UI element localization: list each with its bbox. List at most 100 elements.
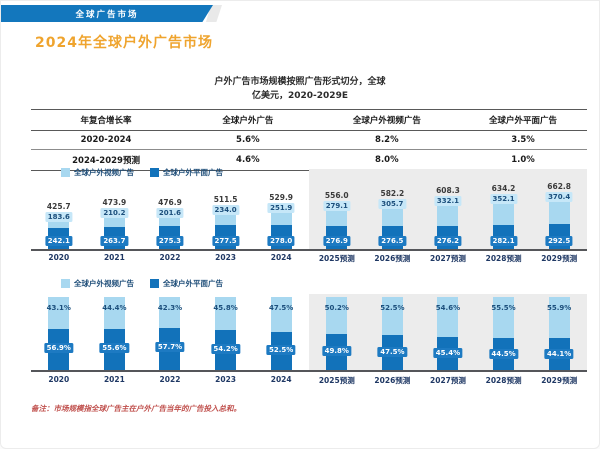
bar-segment-label: 352.1	[489, 194, 518, 205]
bar-group: 43.1% 56.9%	[31, 297, 87, 370]
bar-total-label: 582.2	[380, 188, 405, 198]
bar-segment-video: 43.1%	[47, 297, 71, 329]
bar-segment-label: 57.7%	[155, 342, 185, 353]
bar-segment-video: 44.4%	[102, 297, 127, 330]
table-cell: 8.2%	[314, 130, 460, 150]
x-axis-label: 2024	[270, 253, 292, 262]
bar-segment-print: 282.1	[489, 225, 518, 249]
bar-segment-print: 292.5	[545, 224, 573, 249]
bar-segment-label: 52.5%	[266, 344, 296, 355]
bar-group: 662.8 370.4 292.5	[531, 179, 587, 249]
bar-segment-label: 275.3	[156, 235, 184, 246]
section-banner: 全球广告市场	[1, 5, 213, 22]
section-banner-label: 全球广告市场	[75, 9, 139, 20]
market-size-chart: 425.7 183.6 242.1 473.9 210.2 263.7 476.9 201.6…	[31, 169, 587, 251]
table-header-cell: 全球户外平面广告	[459, 109, 587, 131]
bar-segment-print: 52.5%	[266, 331, 296, 370]
x-axis-label: 2025预测	[318, 376, 355, 385]
chart1-legend: 全球户外视频广告 全球户外平面广告	[61, 167, 223, 178]
bar-segment-print: 56.9%	[44, 328, 74, 370]
bar-segment-video: 47.5%	[269, 297, 293, 332]
bar-segment-print: 55.6%	[99, 329, 130, 370]
table-header-cell: 全球户外视频广告	[314, 109, 460, 131]
cagr-table: 年复合增长率 全球户外广告 全球户外视频广告 全球户外平面广告 2020-202…	[31, 109, 587, 171]
print-series-swatch-icon	[150, 168, 159, 177]
bar-segment-label: 276.9	[323, 235, 351, 246]
x-axis-label: 2022	[159, 253, 181, 262]
bar-group: 42.3% 57.7%	[142, 297, 198, 370]
bar-segment-video: 210.2	[100, 207, 128, 227]
bar-segment-video: 332.1	[434, 196, 462, 226]
bar-group: 45.8% 54.2%	[198, 297, 254, 370]
table-cell: 1.0%	[459, 149, 587, 171]
market-size-chart-x-axis: 2020 2021 2022 2023 2024 2025预测 2026预测 2027预测 20…	[31, 253, 587, 264]
bar-segment-print: 47.5%	[377, 335, 408, 370]
legend-label: 全球户外平面广告	[163, 168, 223, 177]
chart2-legend: 全球户外视频广告 全球户外平面广告	[61, 278, 223, 289]
table-cell: 5.6%	[181, 130, 315, 150]
bar-segment-video: 279.1	[323, 200, 351, 226]
bar-segment-print: 263.7	[100, 226, 128, 249]
bar-segment-label: 44.5%	[488, 348, 519, 359]
bar-segment-video: 201.6	[156, 207, 184, 226]
x-axis-label: 2026预测	[374, 376, 411, 385]
x-axis-label: 2029预测	[541, 376, 578, 385]
table-cell: 3.5%	[459, 130, 587, 150]
bar-segment-label: 251.9	[267, 203, 295, 214]
bar-segment-label: 263.7	[100, 235, 128, 246]
x-axis-label: 2022	[159, 375, 181, 384]
table-cell: 2020-2024	[31, 130, 182, 150]
x-axis-label: 2026预测	[374, 254, 411, 263]
bar-total-label: 662.8	[547, 181, 571, 191]
bar-segment-video: 52.5%	[380, 297, 405, 336]
bar-segment-label: 49.8%	[322, 345, 352, 357]
bar-segment-label: 279.1	[323, 200, 351, 211]
bar-total-label: 634.2	[491, 184, 516, 194]
table-header-cell: 年复合增长率	[31, 109, 182, 131]
legend-label: 全球户外视频广告	[74, 168, 134, 177]
table-cell: 2024-2029预测	[31, 149, 182, 171]
bar-segment-video: 370.4	[545, 191, 573, 225]
bar-group: 55.5% 44.5%	[476, 297, 532, 370]
bar-group: 52.5% 47.5%	[365, 297, 421, 370]
bar-segment-label: 277.5	[212, 235, 240, 246]
bar-group: 556.0 279.1 276.9	[309, 179, 365, 249]
bar-group: 511.5 234.0 277.5	[198, 179, 254, 249]
bar-segment-print: 44.1%	[544, 337, 574, 370]
table-cell: 8.0%	[314, 149, 460, 171]
bar-group: 529.9 251.9 278.0	[253, 179, 309, 249]
chart-subtitle: 户外广告市场规模按照广告形式切分，全球 亿美元，2020-2029E	[1, 75, 599, 104]
bar-total-label: 473.9	[102, 197, 127, 207]
page-title: 2024年全球户外广告市场	[35, 35, 213, 51]
bar-segment-label: 44.4%	[102, 304, 127, 313]
bar-segment-print: 277.5	[212, 225, 240, 249]
x-axis-label: 2021	[103, 375, 125, 384]
bar-segment-video: 234.0	[212, 204, 240, 226]
bar-segment-label: 45.4%	[433, 348, 463, 359]
table-header-row: 年复合增长率 全球户外广告 全球户外视频广告 全球户外平面广告	[31, 109, 587, 131]
bar-segment-video: 352.1	[489, 194, 518, 225]
bar-segment-print: 278.0	[267, 225, 295, 249]
bar-segment-video: 50.2%	[325, 297, 349, 334]
table-header-cell: 全球户外广告	[181, 109, 315, 131]
bar-segment-label: 276.5	[378, 235, 406, 246]
bar-group: 473.9 210.2 263.7	[87, 179, 143, 249]
bar-group: 425.7 183.6 242.1	[31, 179, 87, 249]
bar-segment-video: 42.3%	[158, 297, 182, 328]
bar-segment-label: 44.1%	[544, 348, 574, 359]
bar-total-label: 529.9	[269, 193, 294, 203]
x-axis-label: 2028预测	[485, 254, 522, 263]
legend-item-print: 全球户外平面广告	[150, 167, 223, 178]
bar-group: 50.2% 49.8%	[309, 297, 365, 370]
bar-segment-print: 275.3	[156, 225, 184, 249]
x-axis-label: 2024	[270, 375, 292, 384]
bar-segment-video: 55.9%	[547, 297, 571, 338]
video-series-swatch-icon	[61, 279, 70, 288]
bar-group: 55.9% 44.1%	[531, 297, 587, 370]
bar-segment-label: 292.5	[545, 235, 573, 246]
bar-total-label: 556.0	[324, 190, 349, 200]
bar-total-label: 511.5	[213, 194, 238, 204]
x-axis-label: 2023	[215, 253, 237, 262]
print-series-swatch-icon	[150, 279, 159, 288]
x-axis-label: 2027预测	[430, 376, 466, 385]
